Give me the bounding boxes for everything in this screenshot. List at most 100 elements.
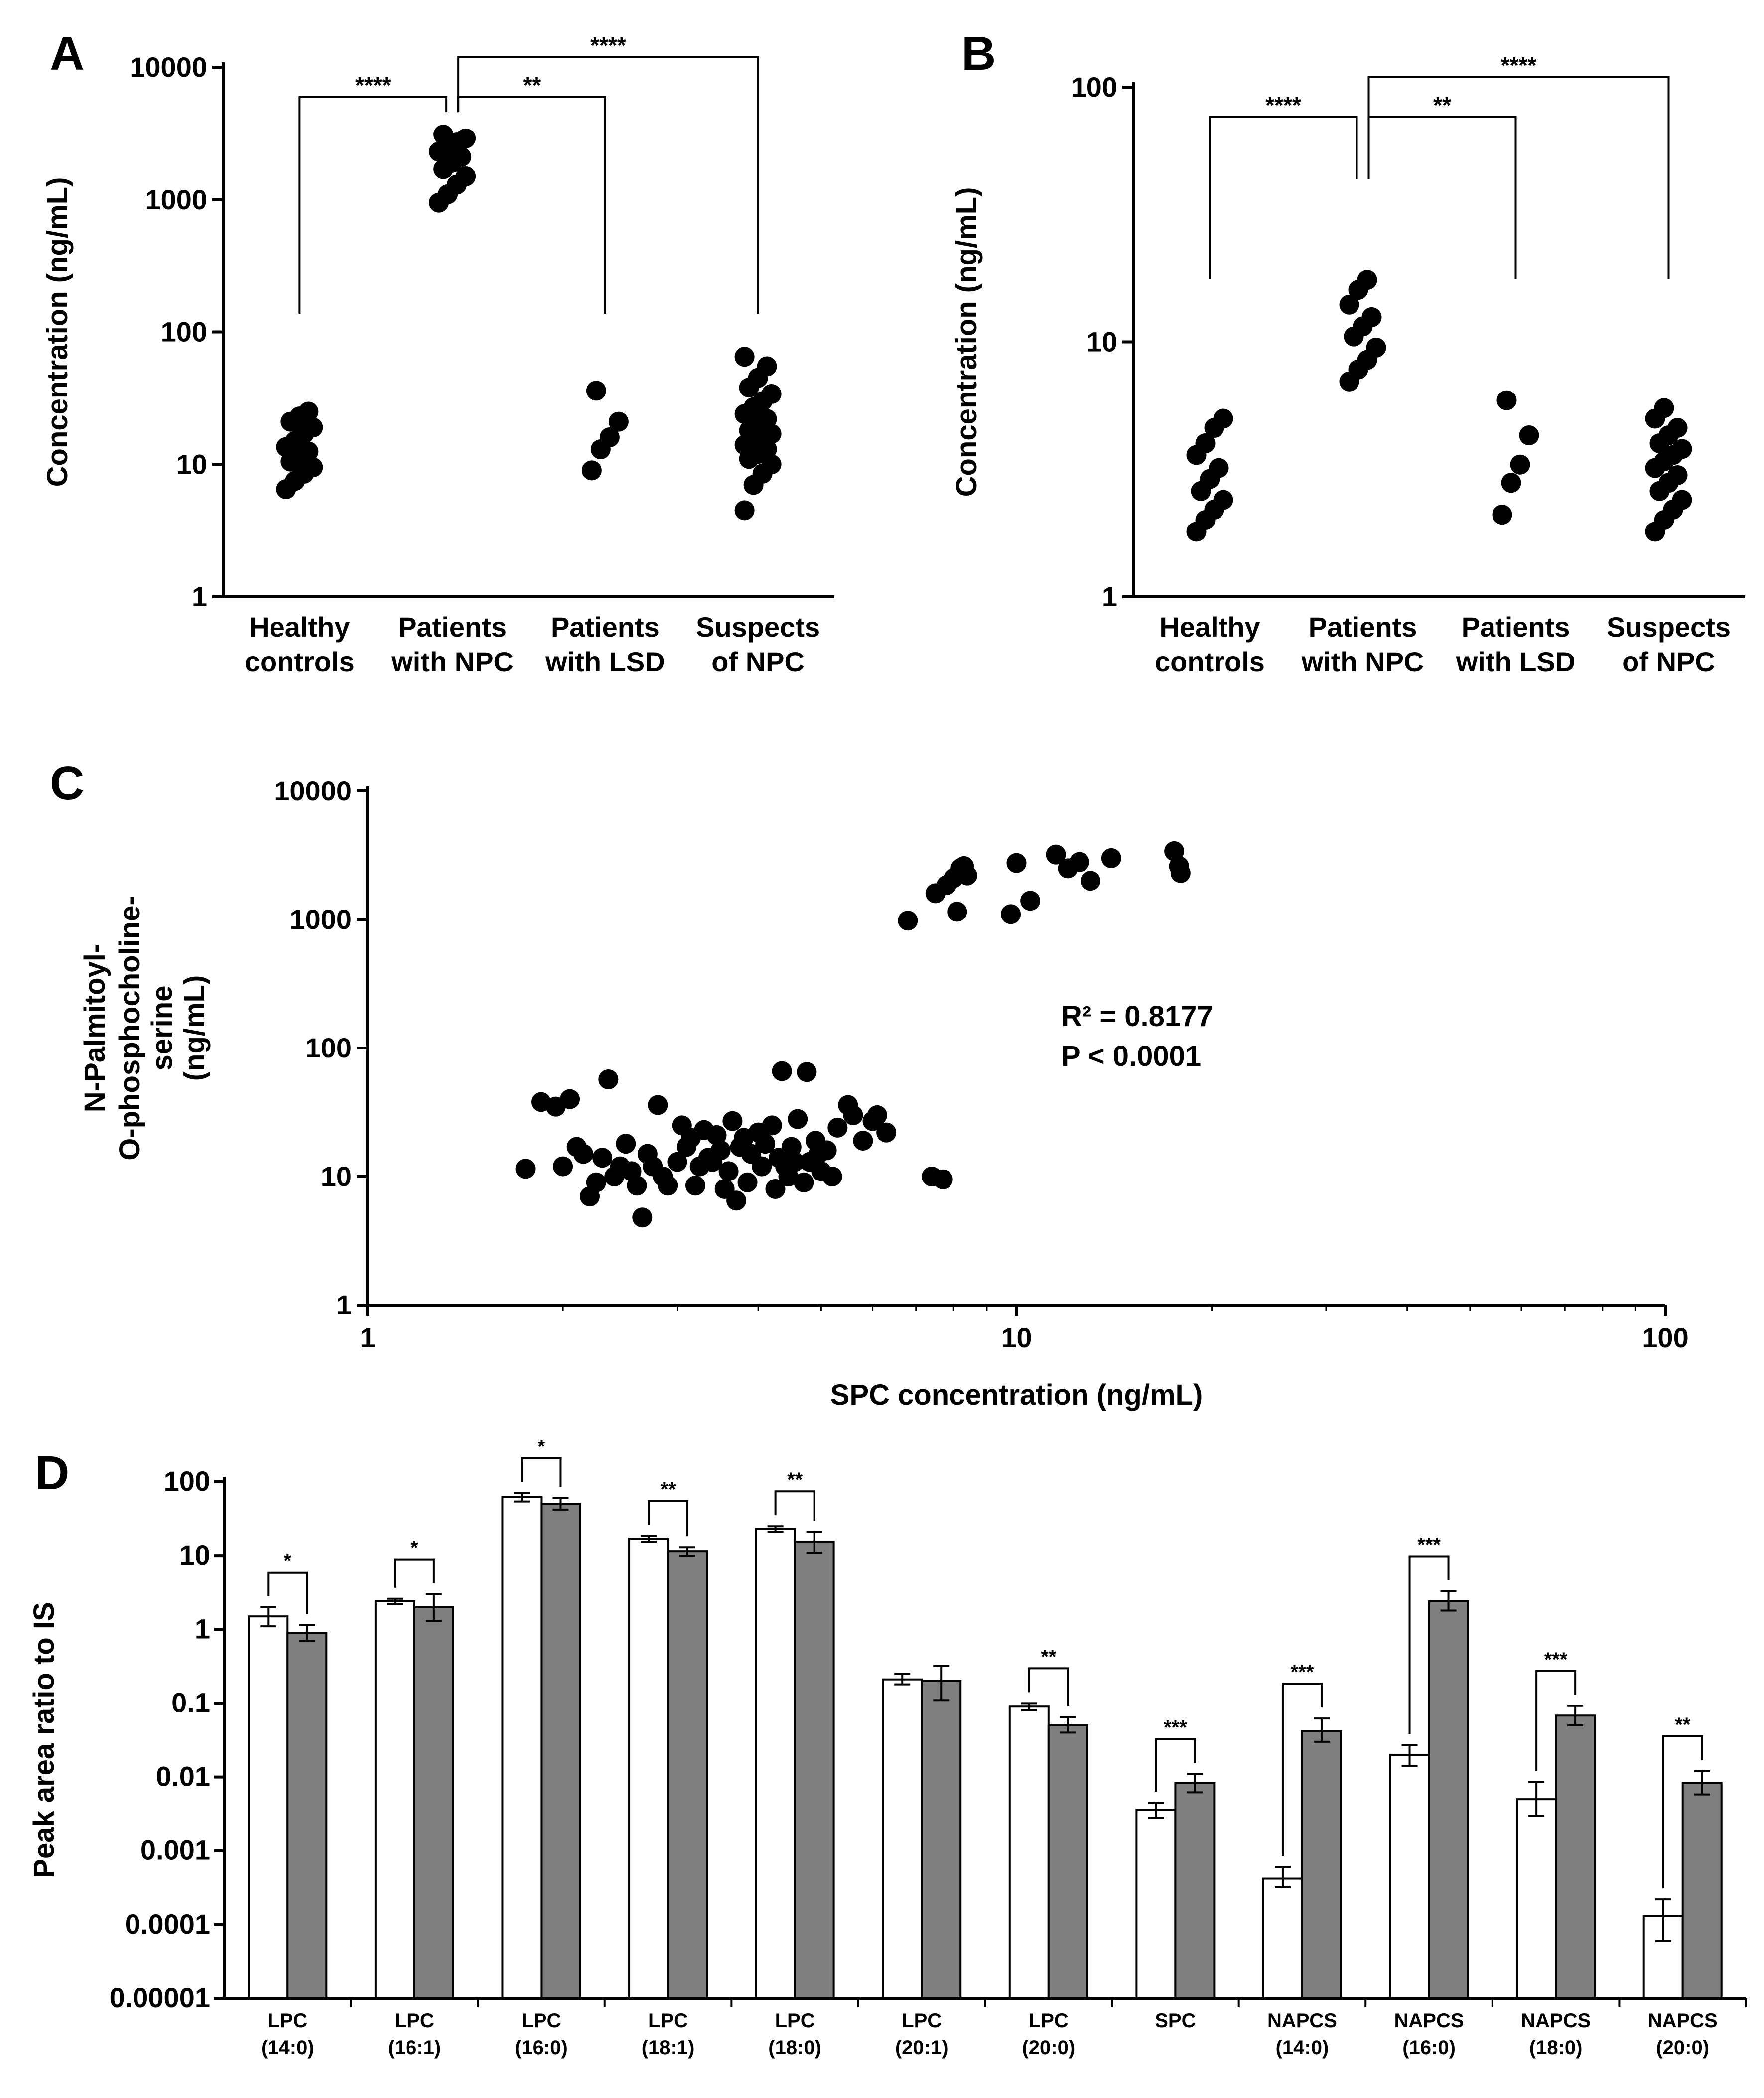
- category-label: with LSD: [545, 646, 665, 677]
- data-point: [303, 417, 323, 438]
- bar-gray: [413, 1606, 454, 1999]
- category-label: Patients: [1309, 611, 1417, 643]
- data-point: [658, 1176, 678, 1196]
- data-point: [1101, 848, 1121, 868]
- significance-label: **: [1675, 1714, 1691, 1736]
- data-point: [1213, 490, 1233, 510]
- data-point: [573, 1144, 594, 1164]
- bar-gray: [794, 1540, 835, 1999]
- category-label: Healthy: [1159, 611, 1260, 643]
- category-label: controls: [1155, 646, 1265, 677]
- bar-white: [248, 1615, 289, 1999]
- data-point: [762, 1115, 782, 1136]
- data-point: [1654, 398, 1674, 418]
- y-tick-label: 1000: [289, 904, 352, 935]
- data-point: [553, 1156, 573, 1177]
- data-point: [734, 347, 755, 367]
- bar-white: [628, 1538, 670, 1999]
- significance-label: *: [284, 1550, 292, 1572]
- y-tick-label: 100: [161, 316, 207, 348]
- significance-label: ****: [1501, 52, 1537, 78]
- category-label: LPC: [268, 2010, 307, 2032]
- data-point: [1213, 408, 1233, 429]
- bar-gray: [1428, 1600, 1469, 2000]
- data-point: [718, 1161, 739, 1181]
- category-label: SPC: [1155, 2010, 1196, 2032]
- data-point: [1667, 465, 1688, 485]
- bar-gray: [921, 1680, 962, 1999]
- data-point: [681, 1128, 701, 1148]
- y-tick-label: 1: [336, 1289, 352, 1320]
- data-point: [608, 411, 629, 432]
- bar-gray: [1681, 1782, 1723, 1999]
- category-label: of NPC: [1622, 646, 1715, 677]
- data-point: [456, 128, 476, 148]
- data-point: [1080, 871, 1100, 891]
- category-label: of NPC: [711, 646, 805, 677]
- category-label: controls: [245, 646, 355, 677]
- data-point: [1164, 841, 1185, 861]
- category-label: (20:1): [895, 2037, 949, 2059]
- category-label: Suspects: [1607, 611, 1731, 643]
- panel-letter: A: [50, 27, 84, 80]
- data-point: [822, 1167, 842, 1186]
- data-point: [1339, 294, 1359, 315]
- y-tick-label: 100: [305, 1032, 352, 1063]
- significance-label: ****: [1265, 92, 1301, 118]
- data-point: [667, 1152, 687, 1172]
- bar-white: [1008, 1705, 1050, 2000]
- y-tick-label: 0.01: [156, 1761, 210, 1792]
- data-point: [781, 1137, 802, 1157]
- bar-white: [882, 1678, 923, 1999]
- y-tick-label: 10: [1086, 326, 1117, 358]
- significance-label: ****: [590, 32, 626, 58]
- significance-label: **: [523, 72, 541, 98]
- data-point: [755, 1134, 776, 1154]
- y-tick-label: 100: [164, 1465, 210, 1497]
- significance-bracket: [1408, 1555, 1450, 1734]
- category-label: LPC: [775, 2010, 815, 2032]
- data-point: [1195, 433, 1216, 454]
- x-axis-label: SPC concentration (ng/mL): [830, 1379, 1203, 1411]
- panel-a: A 1 10 100 1000 10000 Concentration (ng/mL) Hea…: [41, 27, 834, 677]
- data-point: [706, 1125, 727, 1145]
- y-tick-label: 10: [179, 1539, 210, 1571]
- significance-bracket: [648, 1500, 689, 1537]
- significance-bracket: [457, 96, 606, 314]
- data-point: [1209, 458, 1229, 478]
- data-point: [1496, 390, 1517, 410]
- data-point: [592, 1148, 613, 1168]
- significance-label: *: [410, 1537, 418, 1559]
- significance-bracket: [267, 1571, 308, 1614]
- bar-gray: [540, 1503, 581, 1999]
- data-point: [1672, 439, 1692, 459]
- category-label: NAPCS: [1521, 2010, 1591, 2032]
- significance-label: **: [787, 1469, 803, 1491]
- data-point: [698, 1148, 718, 1168]
- panel-letter: B: [961, 27, 996, 80]
- y-axis-label: Peak area ratio to IS: [28, 1602, 60, 1878]
- data-point: [827, 1117, 848, 1138]
- bar-white: [1262, 1877, 1303, 1999]
- data-point: [1357, 270, 1377, 290]
- bar-gray: [286, 1632, 328, 2000]
- y-tick-label: 0.0001: [125, 1908, 210, 1940]
- category-label: (18:0): [1529, 2037, 1583, 2059]
- y-tick-label: 10000: [274, 775, 352, 806]
- data-point: [947, 902, 967, 922]
- data-point: [785, 1152, 805, 1172]
- data-point: [761, 384, 782, 404]
- data-point: [1519, 425, 1539, 445]
- significance-bracket: [1662, 1735, 1703, 1889]
- data-point: [560, 1089, 580, 1109]
- y-axis-label-line: O-phosphocholine-: [114, 896, 146, 1161]
- panel-d: D 0.00001 0.0001 0.001 0.01 0.1 1 10 100 Peak are…: [28, 1436, 1747, 2059]
- category-label: Patients: [551, 611, 660, 643]
- data-point: [298, 441, 319, 462]
- category-label: Suspects: [696, 611, 820, 643]
- data-point: [957, 865, 977, 886]
- y-tick-label: 1: [192, 581, 207, 612]
- category-label: (16:0): [1402, 2037, 1456, 2059]
- data-point: [1020, 891, 1041, 911]
- y-tick-label: 1: [195, 1613, 210, 1644]
